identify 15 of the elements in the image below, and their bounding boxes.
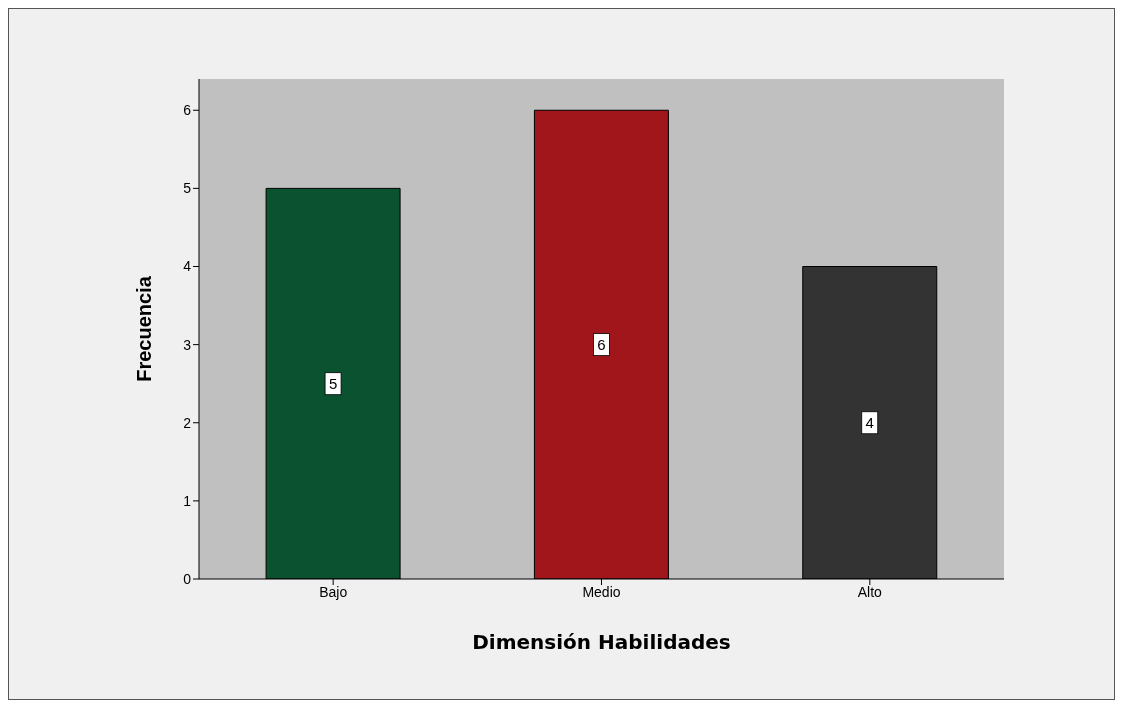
x-tick-label: Bajo [319,583,348,600]
data-label: 6 [597,335,606,353]
y-tick-label: 2 [183,414,192,431]
y-tick-label: 3 [183,336,192,353]
data-label: 4 [865,413,874,431]
y-tick-label: 5 [183,180,192,197]
data-label: 5 [328,374,338,392]
y-tick-label: 0 [183,570,192,587]
y-tick-label: 4 [183,258,192,275]
x-axis-title: Dimensión Habilidades [472,630,731,654]
x-tick-label: Alto [857,583,883,600]
y-tick-label: 1 [183,492,192,509]
y-axis-title: Frecuencia [133,275,156,382]
y-tick-label: 6 [183,102,192,119]
x-tick-label: Medio [582,583,621,600]
